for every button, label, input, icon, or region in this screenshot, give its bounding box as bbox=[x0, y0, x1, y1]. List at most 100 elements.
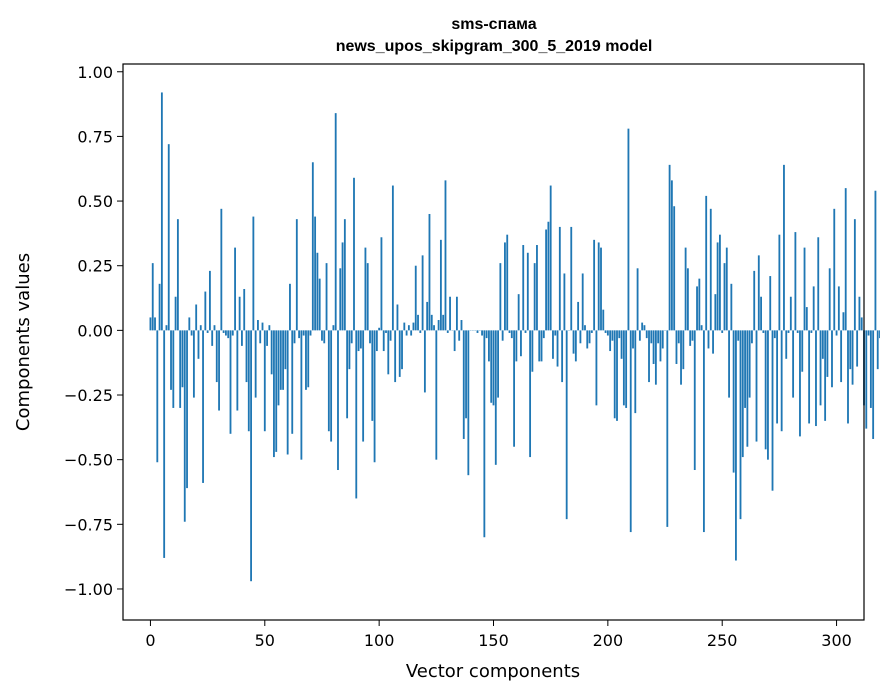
bar bbox=[821, 330, 824, 359]
bar bbox=[165, 325, 168, 331]
bar bbox=[702, 330, 705, 533]
bar bbox=[316, 252, 319, 331]
bar bbox=[403, 322, 406, 331]
bar bbox=[593, 239, 596, 331]
bar bbox=[625, 330, 628, 408]
bar bbox=[757, 255, 760, 331]
bar bbox=[291, 330, 294, 434]
bar bbox=[396, 304, 399, 331]
bar bbox=[220, 208, 223, 331]
bar bbox=[387, 330, 390, 375]
bar bbox=[545, 229, 548, 331]
bar bbox=[581, 273, 584, 331]
bar bbox=[492, 330, 495, 406]
bar bbox=[588, 330, 591, 344]
bar bbox=[197, 330, 200, 359]
bar bbox=[565, 330, 568, 520]
bar bbox=[229, 330, 232, 434]
bar bbox=[302, 330, 305, 336]
bar bbox=[227, 330, 230, 339]
bar bbox=[595, 330, 598, 406]
bar bbox=[330, 330, 333, 442]
bar bbox=[513, 330, 515, 447]
bar bbox=[506, 234, 509, 331]
bar bbox=[773, 330, 776, 339]
bar bbox=[311, 162, 314, 331]
bar bbox=[202, 330, 204, 483]
bar bbox=[609, 330, 612, 352]
bar bbox=[577, 301, 580, 331]
bar bbox=[332, 325, 335, 331]
bar bbox=[815, 330, 817, 427]
bar bbox=[501, 330, 504, 341]
bar bbox=[378, 327, 381, 331]
bar bbox=[648, 330, 650, 383]
bar bbox=[172, 330, 175, 408]
bar bbox=[476, 330, 479, 333]
bar bbox=[739, 330, 742, 520]
bar bbox=[762, 330, 765, 333]
bar bbox=[796, 330, 799, 333]
bar bbox=[783, 164, 785, 331]
bar bbox=[847, 330, 849, 424]
bar bbox=[785, 330, 788, 359]
bar bbox=[629, 330, 632, 533]
bar bbox=[563, 273, 566, 331]
bar bbox=[282, 330, 285, 390]
bar bbox=[449, 296, 451, 331]
bar bbox=[245, 330, 248, 383]
bar bbox=[334, 113, 337, 331]
bar bbox=[831, 330, 833, 388]
bar bbox=[817, 237, 820, 331]
bar bbox=[481, 330, 483, 336]
bar bbox=[824, 330, 827, 421]
bar bbox=[865, 330, 868, 429]
bar bbox=[776, 330, 779, 424]
bar bbox=[323, 330, 326, 344]
bar bbox=[238, 296, 241, 331]
x-tick-label: 300 bbox=[821, 631, 852, 650]
bar bbox=[490, 330, 493, 403]
bar bbox=[572, 330, 575, 354]
bar bbox=[183, 330, 186, 522]
x-axis-ticks: 0 50 100 150 200 250 300 bbox=[145, 620, 852, 650]
bar bbox=[616, 330, 618, 421]
bar bbox=[369, 330, 371, 344]
bar bbox=[341, 242, 344, 331]
bar bbox=[181, 330, 184, 388]
x-tick-label: 250 bbox=[707, 631, 738, 650]
bar bbox=[675, 330, 678, 364]
x-tick-label: 150 bbox=[478, 631, 509, 650]
bar bbox=[467, 330, 470, 476]
y-axis-label: Components values bbox=[13, 253, 34, 431]
bar bbox=[668, 164, 671, 331]
bar bbox=[437, 320, 440, 331]
bar bbox=[298, 330, 301, 339]
bar bbox=[753, 270, 756, 331]
bar bbox=[705, 195, 708, 331]
bar bbox=[204, 291, 207, 331]
bar bbox=[618, 330, 621, 339]
bar bbox=[867, 330, 870, 336]
bar bbox=[488, 330, 490, 362]
bar bbox=[243, 288, 246, 331]
bar bbox=[305, 330, 307, 390]
bar bbox=[497, 330, 499, 398]
bar bbox=[174, 296, 177, 331]
bar bbox=[339, 268, 342, 331]
bar bbox=[725, 247, 728, 331]
bar bbox=[828, 268, 831, 331]
bar bbox=[654, 330, 657, 385]
bar bbox=[254, 330, 257, 398]
bar bbox=[524, 330, 527, 333]
x-tick-label: 0 bbox=[145, 631, 155, 650]
bar bbox=[698, 278, 701, 331]
bar bbox=[627, 128, 630, 331]
bar bbox=[597, 242, 600, 331]
bar bbox=[746, 330, 749, 447]
bar bbox=[295, 219, 298, 331]
bar bbox=[156, 330, 159, 463]
bar bbox=[778, 234, 781, 331]
bar bbox=[273, 330, 275, 458]
bar bbox=[673, 206, 676, 331]
